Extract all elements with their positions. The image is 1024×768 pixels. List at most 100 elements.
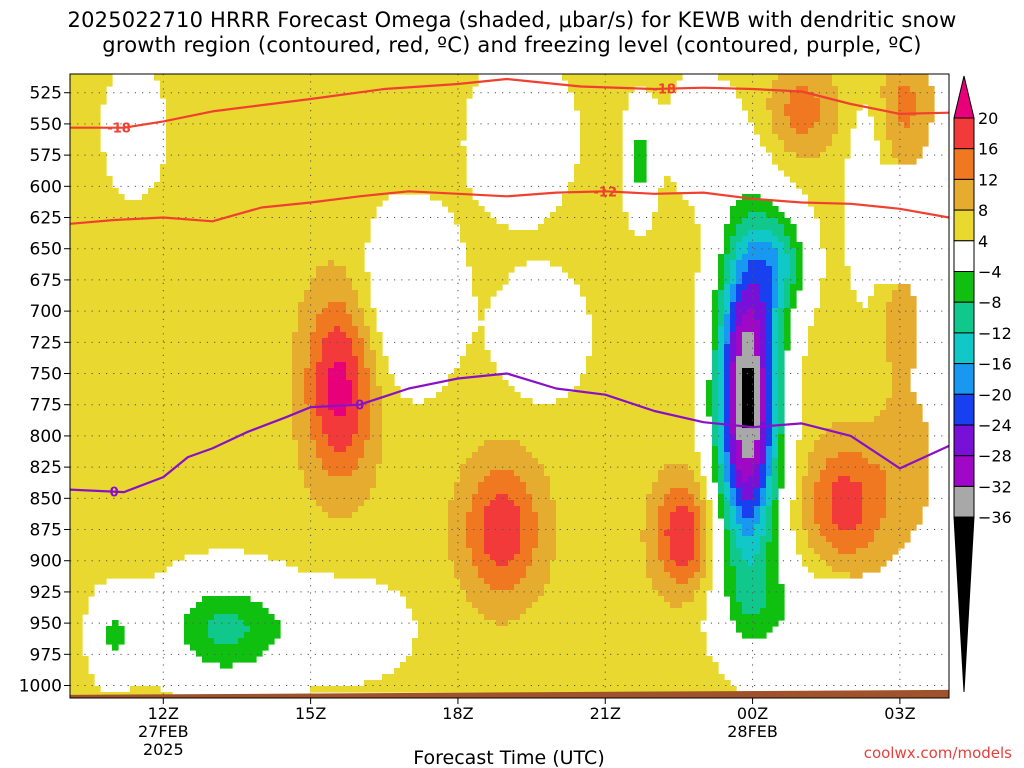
omega-cell: [778, 446, 785, 453]
omega-cell: [742, 524, 755, 531]
omega-cell: [376, 362, 389, 369]
omega-cell: [70, 344, 293, 351]
y-tick-label: 700: [30, 302, 62, 322]
omega-cell: [70, 596, 89, 603]
omega-cell: [730, 296, 737, 303]
omega-cell: [664, 494, 695, 501]
omega-cell: [838, 86, 881, 93]
omega-cell: [292, 422, 311, 429]
omega-cell: [820, 110, 839, 117]
omega-cell: [724, 296, 731, 303]
omega-cell: [550, 488, 653, 495]
omega-cell: [772, 506, 779, 513]
omega-cell: [766, 548, 779, 555]
omega-cell: [358, 374, 371, 381]
omega-cell: [478, 302, 491, 309]
omega-cell: [766, 302, 773, 309]
omega-cell: [712, 446, 719, 453]
omega-cell: [886, 326, 917, 333]
omega-cell: [706, 380, 713, 387]
omega-cell: [730, 470, 737, 477]
omega-cell: [796, 470, 809, 477]
omega-cell: [634, 164, 647, 171]
omega-cell: [736, 494, 743, 501]
omega-cell: [772, 326, 779, 333]
omega-cell: [742, 386, 755, 393]
omega-cell: [718, 314, 725, 321]
omega-cell: [652, 224, 701, 231]
omega-cell: [442, 386, 515, 393]
omega-cell: [448, 506, 473, 513]
omega-cell: [754, 410, 761, 417]
omega-cell: [814, 206, 845, 213]
omega-cell: [748, 560, 755, 567]
omega-cell: [556, 542, 647, 549]
omega-cell: [70, 476, 305, 483]
omega-cell: [736, 482, 761, 489]
omega-cell: [808, 452, 839, 459]
omega-cell: [814, 308, 887, 315]
omega-cell: [292, 332, 311, 339]
omega-cell: [706, 554, 713, 561]
omega-cell: [352, 398, 359, 405]
omega-cell: [778, 482, 785, 489]
omega-cell: [742, 344, 755, 351]
omega-cell: [364, 500, 449, 507]
omega-cell: [760, 398, 767, 405]
omega-cell: [334, 362, 347, 369]
omega-cell: [484, 542, 521, 549]
omega-cell: [688, 464, 701, 471]
omega-cell: [736, 434, 761, 441]
omega-cell: [742, 416, 755, 423]
omega-cell: [352, 386, 359, 393]
omega-cell: [772, 338, 779, 345]
omega-cell: [688, 578, 701, 585]
omega-cell: [862, 488, 887, 495]
omega-cell: [766, 446, 773, 453]
omega-cell: [718, 410, 725, 417]
omega-cell: [304, 392, 317, 399]
omega-cell: [700, 542, 707, 549]
omega-cell: [730, 506, 737, 513]
omega-cell: [766, 584, 785, 591]
omega-cell: [760, 428, 767, 435]
omega-cell: [724, 524, 731, 531]
omega-cell: [832, 512, 863, 519]
omega-cell: [358, 290, 371, 297]
omega-cell: [886, 116, 899, 123]
omega-cell: [364, 356, 377, 363]
omega-cell: [706, 530, 713, 537]
omega-cell: [832, 422, 929, 429]
omega-cell: [292, 380, 305, 387]
omega-cell: [814, 512, 833, 519]
omega-cell: [718, 260, 725, 267]
omega-cell: [742, 332, 755, 339]
omega-cell: [766, 482, 773, 489]
omega-cell: [718, 482, 725, 489]
omega-cell: [778, 470, 785, 477]
omega-cell: [862, 518, 881, 525]
omega-cell: [796, 266, 803, 273]
omega-cell: [742, 374, 755, 381]
omega-cell: [328, 440, 353, 447]
omega-cell: [808, 470, 821, 477]
omega-cell: [304, 482, 377, 489]
omega-cell: [820, 98, 839, 105]
omega-cell: [520, 614, 707, 621]
omega-cell: [832, 140, 851, 147]
omega-cell: [724, 410, 731, 417]
omega-cell: [322, 506, 359, 513]
omega-cell: [70, 560, 173, 567]
omega-cell: [70, 266, 317, 273]
omega-cell: [592, 338, 695, 345]
omega-cell: [730, 536, 737, 543]
omega-cell: [754, 332, 761, 339]
omega-cell: [658, 188, 677, 195]
omega-cell: [466, 242, 701, 249]
omega-cell: [448, 500, 473, 507]
omega-cell: [784, 146, 827, 153]
omega-cell: [856, 548, 899, 555]
omega-cell: [448, 512, 467, 519]
omega-cell: [790, 524, 803, 531]
y-tick-label: 600: [30, 177, 62, 197]
